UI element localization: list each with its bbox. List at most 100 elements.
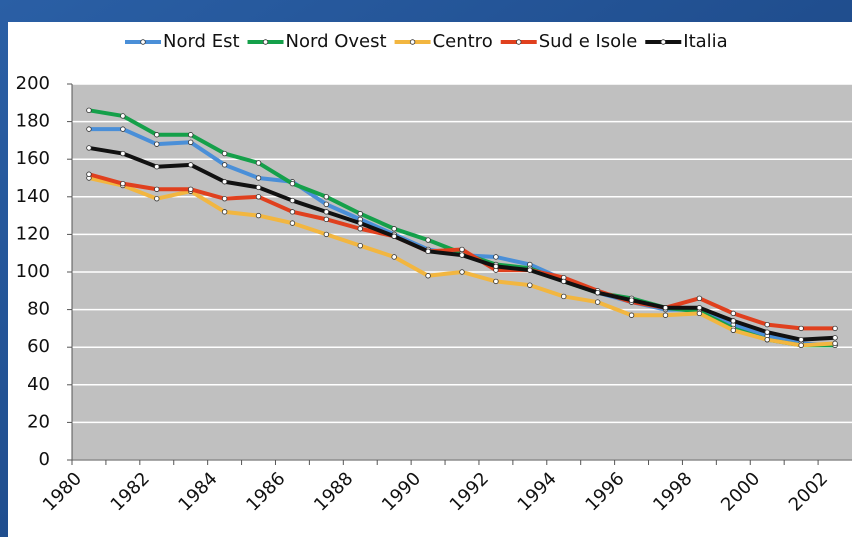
y-tick-label: 40 — [27, 374, 50, 395]
legend-marker — [409, 39, 416, 45]
point — [120, 126, 126, 132]
point — [696, 295, 703, 302]
point — [832, 325, 838, 332]
y-tick-label: 120 — [16, 223, 50, 244]
point — [255, 194, 262, 200]
point — [289, 197, 296, 204]
legend-marker — [140, 39, 146, 45]
point — [764, 321, 770, 328]
point — [289, 180, 296, 187]
point — [120, 150, 126, 157]
point — [323, 194, 330, 200]
point — [357, 211, 363, 217]
point — [221, 209, 228, 215]
point — [255, 175, 262, 181]
point — [357, 226, 363, 232]
point — [323, 231, 330, 238]
point — [628, 297, 635, 303]
point — [154, 186, 160, 192]
point — [662, 305, 669, 311]
point — [696, 310, 703, 317]
legend-label: Italia — [683, 31, 727, 52]
legend-marker — [660, 39, 666, 45]
point — [459, 269, 465, 275]
point — [425, 237, 431, 243]
point — [221, 150, 228, 157]
y-tick-label: 140 — [16, 186, 50, 207]
y-tick-label: 200 — [16, 73, 50, 94]
legend-label: Nord Ovest — [286, 31, 387, 52]
point — [357, 220, 363, 226]
point — [696, 305, 703, 311]
y-tick-label: 60 — [27, 336, 50, 357]
point — [493, 278, 499, 285]
point — [391, 233, 397, 239]
point — [764, 336, 770, 343]
point — [255, 184, 262, 191]
point — [187, 186, 194, 192]
point — [391, 226, 397, 232]
point — [221, 195, 228, 202]
point — [493, 254, 499, 260]
y-tick-label: 180 — [16, 111, 50, 132]
point — [86, 126, 92, 132]
point — [391, 254, 397, 260]
point — [628, 312, 635, 318]
point — [154, 141, 160, 147]
y-tick-label: 0 — [39, 449, 50, 470]
point — [594, 299, 601, 305]
point — [154, 164, 160, 170]
point — [561, 278, 567, 285]
point — [120, 113, 126, 119]
point — [120, 180, 126, 187]
point — [764, 329, 770, 335]
point — [221, 179, 228, 185]
point — [289, 209, 296, 215]
legend-label: Sud e Isole — [539, 31, 638, 52]
point — [832, 340, 838, 347]
point — [187, 162, 194, 168]
point — [255, 160, 262, 166]
point — [459, 246, 465, 253]
point — [527, 267, 533, 273]
legend-marker — [516, 39, 522, 45]
point — [357, 242, 363, 249]
point — [561, 293, 567, 300]
point — [154, 195, 160, 202]
point — [798, 325, 804, 332]
point — [730, 318, 737, 324]
point — [323, 201, 330, 208]
y-tick-label: 160 — [16, 148, 50, 169]
point — [425, 273, 431, 279]
point — [86, 107, 92, 114]
point — [86, 145, 92, 151]
point — [323, 209, 330, 215]
point — [86, 171, 92, 177]
point — [255, 212, 262, 219]
y-tick-label: 20 — [27, 411, 50, 432]
point — [730, 310, 737, 317]
point — [154, 132, 160, 138]
point — [187, 132, 194, 138]
legend-label: Centro — [433, 31, 493, 52]
point — [527, 282, 533, 288]
y-tick-label: 100 — [16, 261, 50, 282]
point — [493, 263, 499, 270]
point — [221, 162, 228, 168]
point — [187, 139, 194, 145]
legend-marker — [262, 39, 269, 45]
point — [323, 216, 330, 223]
point — [594, 289, 601, 296]
point — [662, 312, 669, 318]
point — [425, 248, 431, 255]
point — [289, 220, 296, 226]
point — [798, 336, 804, 343]
legend-label: Nord Est — [163, 31, 240, 52]
point — [798, 342, 804, 349]
point — [730, 327, 737, 333]
point — [459, 252, 465, 258]
y-tick-label: 80 — [27, 299, 50, 320]
point — [832, 335, 838, 341]
